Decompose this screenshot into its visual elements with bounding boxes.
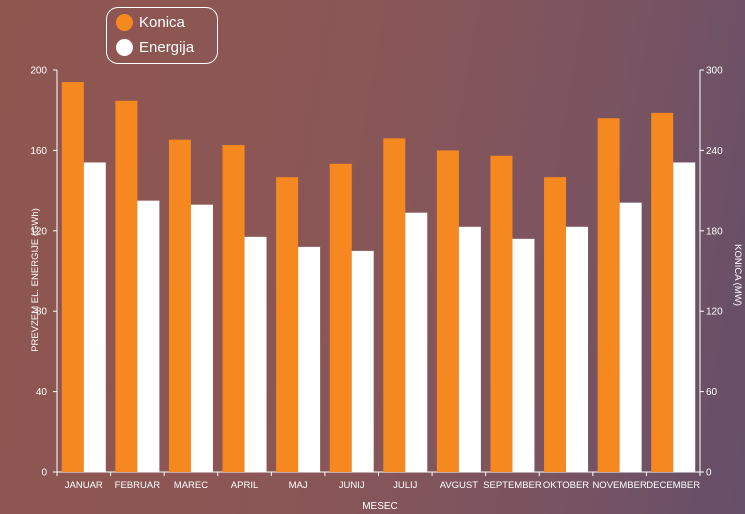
y2-tick-label: 300 xyxy=(706,66,723,77)
bar-energija-februar xyxy=(137,200,160,472)
x-tick-label: FEBRUAR xyxy=(115,480,161,491)
y2-tick-label: 60 xyxy=(706,387,718,398)
y2-tick-label: 120 xyxy=(706,307,723,318)
bar-konica-april xyxy=(222,145,245,473)
y-tick-label: 200 xyxy=(30,66,47,77)
x-tick-label: MAJ xyxy=(289,480,308,491)
bar-konica-februar xyxy=(115,100,138,472)
y-tick-label: 120 xyxy=(30,226,47,237)
y2-tick-label: 0 xyxy=(706,468,712,479)
bar-konica-avgust xyxy=(436,150,459,472)
x-tick-label: JULIJ xyxy=(393,480,418,491)
bar-energija-januar xyxy=(83,162,106,472)
x-tick-label: OKTOBER xyxy=(543,480,589,491)
bar-energija-april xyxy=(244,236,267,472)
bar-konica-julij xyxy=(383,138,406,472)
bar-konica-januar xyxy=(61,82,84,472)
legend-swatch-energija xyxy=(116,39,133,56)
bar-konica-september xyxy=(490,155,513,472)
y-axis-title: PREVZEM EL. ENERGIJE (GWh) xyxy=(30,208,41,352)
bar-konica-maj xyxy=(276,177,299,472)
x-tick-label: JUNIJ xyxy=(339,480,365,491)
bar-energija-maj xyxy=(298,246,321,472)
legend-item-energija: Energija xyxy=(116,39,194,56)
bar-konica-december xyxy=(651,112,674,472)
bar-energija-marec xyxy=(190,204,213,473)
x-tick-label: SEPTEMBER xyxy=(483,480,542,491)
y-tick-label: 80 xyxy=(36,307,48,318)
legend-item-konica: Konica xyxy=(116,14,185,31)
y-tick-label: 160 xyxy=(30,146,47,157)
x-tick-label: APRIL xyxy=(231,480,258,491)
tick-labels: 0 40 80 120 160 200 0 60 120 180 240 300 JANUAR FEBRU… xyxy=(30,66,723,492)
y2-axis-title: KONICA (MW) xyxy=(732,244,743,306)
legend-label-konica: Konica xyxy=(139,14,185,31)
bar-energija-junij xyxy=(351,250,374,472)
bars xyxy=(61,82,696,473)
y-tick-label: 40 xyxy=(36,387,48,398)
bar-energija-oktober xyxy=(566,226,589,472)
x-tick-label: NOVEMBER xyxy=(592,480,647,491)
x-tick-label: MAREC xyxy=(174,480,208,491)
axes xyxy=(53,69,704,476)
x-tick-label: AVGUST xyxy=(440,480,479,491)
bar-konica-november xyxy=(597,118,620,473)
bar-konica-oktober xyxy=(544,177,567,472)
x-tick-label: DECEMBER xyxy=(646,480,700,491)
bar-energija-december xyxy=(673,162,696,472)
y-tick-label: 0 xyxy=(41,468,47,479)
y2-tick-label: 240 xyxy=(706,146,723,157)
bar-energija-avgust xyxy=(458,226,481,472)
bar-konica-junij xyxy=(329,163,352,473)
bar-energija-september xyxy=(512,238,535,472)
legend: Konica Energija xyxy=(106,7,218,64)
legend-swatch-konica xyxy=(116,14,133,31)
x-axis-title: MESEC xyxy=(362,501,398,512)
y2-tick-label: 180 xyxy=(706,226,723,237)
bar-energija-julij xyxy=(405,212,428,472)
bar-konica-marec xyxy=(168,139,191,472)
legend-label-energija: Energija xyxy=(139,39,195,56)
bar-energija-november xyxy=(619,202,642,472)
x-tick-label: JANUAR xyxy=(65,480,103,491)
